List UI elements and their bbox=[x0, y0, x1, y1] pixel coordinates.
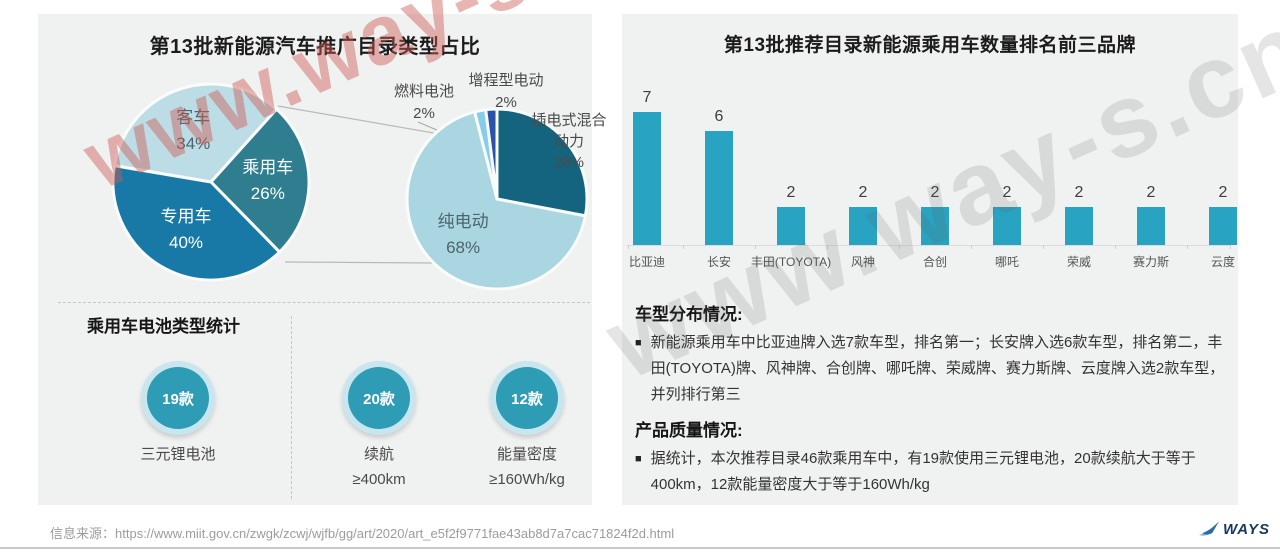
bar bbox=[849, 207, 877, 245]
bar-category-label: 荣威 bbox=[1066, 255, 1092, 269]
range-extender-label: 增程型电动 2% bbox=[468, 72, 544, 111]
stat-circle-value: 19款 bbox=[147, 367, 209, 429]
right-panel: 第13批推荐目录新能源乘用车数量排名前三品牌 7 比亚迪 6 长安 2 丰田(TOYOTA… bbox=[622, 14, 1238, 505]
stat-circle-ring: 19款 bbox=[141, 361, 215, 435]
bar bbox=[1137, 207, 1165, 245]
distribution-bullet: ■ 新能源乘用车中比亚迪牌入选7款车型，排名第一；长安牌入选6款车型，排名第二，… bbox=[635, 330, 1225, 408]
bar bbox=[921, 207, 949, 245]
pie-slice bbox=[209, 107, 311, 254]
bar-value-label: 2 bbox=[1074, 184, 1084, 201]
bar-value-label: 2 bbox=[858, 184, 868, 201]
bar-value-label: 2 bbox=[786, 184, 796, 201]
sub-pie bbox=[405, 107, 589, 291]
axis-tick bbox=[1043, 245, 1044, 249]
footer-divider bbox=[0, 547, 1280, 549]
pie-connector-line-bottom bbox=[284, 261, 434, 264]
fuel-cell-label: 燃料电池 2% bbox=[393, 83, 455, 122]
axis-tick bbox=[1187, 245, 1188, 249]
brand-logo: WAYS bbox=[1198, 521, 1270, 538]
source-line: 信息来源：https://www.miit.gov.cn/zwgk/zcwj/w… bbox=[50, 523, 674, 542]
pie-labels-layer: 客车 34% 乘用车 26% 专用车 40% 纯电动 68% bbox=[38, 14, 592, 505]
axis-tick bbox=[1115, 245, 1116, 249]
axis-tick bbox=[1230, 245, 1231, 249]
source-url: https://www.miit.gov.cn/zwgk/zcwj/wjfb/g… bbox=[115, 526, 675, 541]
brand-name: WAYS bbox=[1222, 521, 1270, 538]
axis-tick bbox=[827, 245, 828, 249]
bar-category-label: 比亚迪 bbox=[628, 255, 666, 269]
distribution-heading: 车型分布情况: bbox=[635, 305, 743, 324]
pie-slice-label: 纯电动 68% bbox=[437, 212, 489, 258]
pie-chart-title: 第13批新能源汽车推广目录类型占比 bbox=[149, 36, 481, 58]
pie-slice bbox=[111, 164, 282, 282]
stat-circle-value: 12款 bbox=[496, 367, 558, 429]
bar-category-label: 风神 bbox=[850, 255, 876, 269]
pie-slice-label: 客车 34% bbox=[176, 108, 211, 154]
quality-bullet: ■ 据统计，本次推荐目录46款乘用车中，有19款使用三元锂电池，20款续航大于等… bbox=[635, 446, 1225, 498]
stat-circle-value: 20款 bbox=[348, 367, 410, 429]
stat-label: 三元锂电池 bbox=[140, 446, 216, 463]
bar-category-label: 云度 bbox=[1210, 255, 1236, 269]
bar bbox=[1065, 207, 1093, 245]
left-panel: 第13批新能源汽车推广目录类型占比 客车 34% 乘用车 26% 专用车 40% 纯电动 68… bbox=[38, 14, 607, 505]
phev-label: 插电式混合 动力 28% bbox=[531, 112, 607, 171]
bar-value-label: 2 bbox=[1146, 184, 1156, 201]
axis-tick bbox=[971, 245, 972, 249]
bar-category-label: 赛力斯 bbox=[1132, 255, 1170, 269]
stat-circle-ring: 12款 bbox=[490, 361, 564, 435]
bar bbox=[633, 112, 661, 245]
bar-value-label: 6 bbox=[714, 108, 724, 125]
bar-category-label: 丰田(TOYOTA) bbox=[750, 255, 832, 269]
axis-tick bbox=[899, 245, 900, 249]
bar-value-label: 2 bbox=[1218, 184, 1228, 201]
quality-heading: 产品质量情况: bbox=[635, 421, 743, 440]
pie-slice-label: 专用车 40% bbox=[160, 206, 212, 252]
stat-label: 能量密度 ≥160Wh/kg bbox=[489, 446, 565, 488]
axis-tick bbox=[628, 245, 629, 249]
bar bbox=[1209, 207, 1237, 245]
x-axis-line bbox=[626, 245, 1230, 246]
bar-category-label: 哪吒 bbox=[994, 255, 1020, 269]
pie-slice bbox=[484, 107, 499, 201]
stat-circle-ring: 20款 bbox=[342, 361, 416, 435]
horizontal-dashed-divider bbox=[58, 302, 590, 303]
bar bbox=[705, 131, 733, 245]
pie-slice bbox=[112, 82, 279, 184]
pie-slice-label: 乘用车 26% bbox=[242, 157, 294, 203]
ways-swoosh-icon bbox=[1198, 521, 1220, 536]
axis-tick bbox=[755, 245, 756, 249]
pie-slice bbox=[495, 107, 589, 218]
bar-value-label: 2 bbox=[1002, 184, 1012, 201]
battery-stats: 19款三元锂电池 20款续航 ≥400km 12款能量密度 ≥160Wh/kg bbox=[38, 14, 592, 505]
bar-chart-title: 第13批推荐目录新能源乘用车数量排名前三品牌 bbox=[723, 35, 1137, 56]
bullet-square-icon: ■ bbox=[635, 453, 642, 465]
pie-slice bbox=[405, 110, 587, 291]
bullet-square-icon: ■ bbox=[635, 337, 642, 349]
bar-value-label: 2 bbox=[930, 184, 940, 201]
bar-category-label: 长安 bbox=[706, 255, 732, 269]
vertical-dashed-divider bbox=[291, 316, 292, 499]
bar-category-label: 合创 bbox=[922, 255, 948, 269]
battery-section-heading: 乘用车电池类型统计 bbox=[87, 317, 240, 336]
source-label: 信息来源： bbox=[50, 526, 116, 541]
stat-label: 续航 ≥400km bbox=[352, 446, 406, 488]
main-pie bbox=[111, 82, 311, 282]
bar-value-label: 7 bbox=[642, 89, 652, 106]
pie-chart bbox=[111, 82, 589, 291]
pie-connector-line-top bbox=[277, 105, 452, 137]
bar-chart: 7 比亚迪 6 长安 2 丰田(TOYOTA) 2 风神 2 合创 2 哪吒 2 荣威 2 赛力斯 2 云度 bbox=[622, 14, 1238, 505]
bar bbox=[777, 207, 805, 245]
axis-tick bbox=[683, 245, 684, 249]
bar bbox=[993, 207, 1021, 245]
